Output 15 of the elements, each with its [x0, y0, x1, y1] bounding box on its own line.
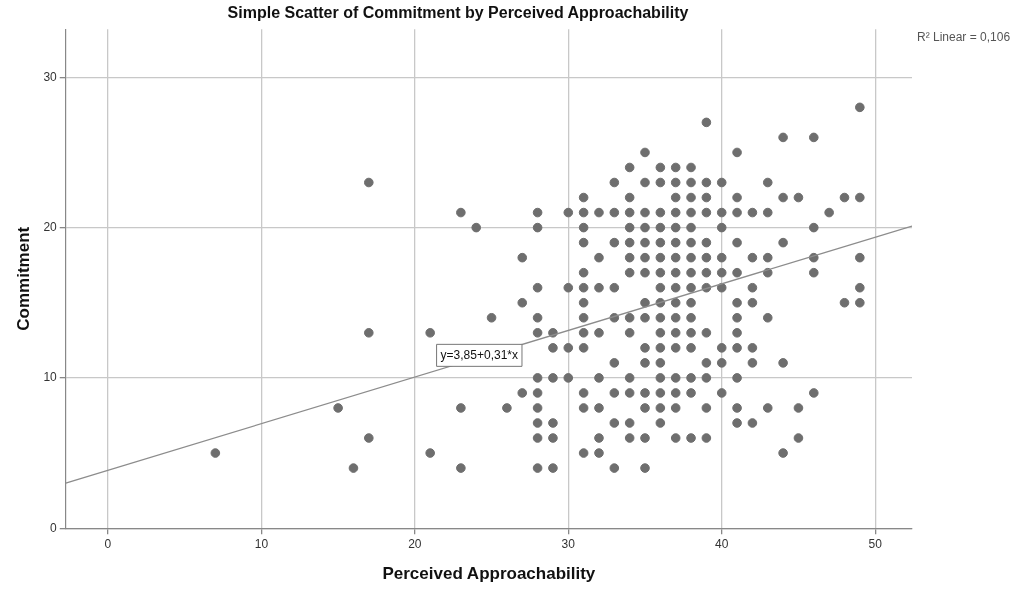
x-tick-label: 50: [868, 536, 883, 551]
x-tick-label: 20: [408, 536, 422, 551]
x-tick-label: 30: [561, 536, 576, 551]
text: R² Linear = 0,106: [917, 29, 1011, 44]
y-tick-label: 0: [50, 520, 58, 535]
x-tick-label: 40: [715, 536, 729, 551]
y-tick-label: 20: [43, 219, 58, 234]
x-tick-label: 0: [104, 536, 112, 551]
y-axis-title: Commitment: [13, 226, 33, 331]
chart-title: Simple Scatter of Commitment by Perceived Approachability: [227, 4, 689, 22]
annotation: y=3,85+0,31*x: [440, 347, 518, 362]
x-tick-label: 10: [254, 536, 269, 551]
y-tick-label: 30: [43, 69, 58, 84]
y-tick-label: 10: [43, 370, 58, 385]
x-axis-title: Perceived Approachability: [382, 564, 596, 584]
